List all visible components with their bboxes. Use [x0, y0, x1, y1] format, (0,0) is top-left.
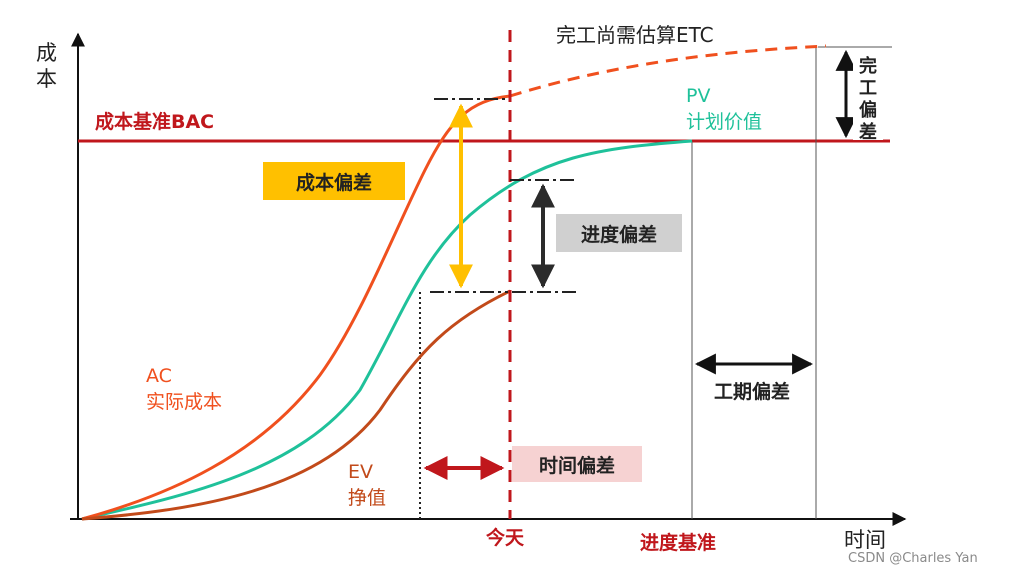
today-label: 今天	[485, 526, 525, 549]
watermark: CSDN @Charles Yan	[848, 551, 978, 566]
bac-label: 成本基准BAC	[95, 110, 214, 133]
completion-variance-char-3: 偏	[859, 99, 877, 121]
duration-variance-text: 工期偏差	[714, 380, 790, 403]
etc-curve	[509, 44, 827, 98]
x-axis-label: 时间	[844, 528, 886, 552]
ev-name-label: 挣值	[348, 487, 386, 509]
pv-code-label: PV	[686, 85, 710, 107]
schedule-variance-box-text: 进度偏差	[581, 223, 657, 246]
completion-variance-char-4: 差	[859, 121, 877, 143]
ev-code-label: EV	[348, 461, 373, 483]
pv-name-label: 计划价值	[686, 111, 762, 133]
completion-variance-box	[853, 50, 883, 140]
completion-variance-char-1: 完	[859, 55, 877, 77]
etc-label: 完工尚需估算ETC	[556, 23, 714, 47]
ac-name-label: 实际成本	[146, 391, 222, 413]
ac-curve	[81, 94, 511, 521]
cost-variance-box-text: 成本偏差	[296, 171, 372, 194]
schedule-baseline-label: 进度基准	[640, 531, 716, 554]
schedule-variance-box	[556, 214, 682, 252]
time-variance-box-text: 时间偏差	[539, 454, 615, 477]
y-axis-label-1: 成	[36, 41, 57, 65]
y-axis-label-2: 本	[36, 67, 57, 91]
completion-variance-char-2: 工	[859, 78, 877, 99]
ac-code-label: AC	[146, 365, 172, 387]
time-variance-box	[512, 446, 642, 482]
cost-variance-box	[263, 162, 405, 200]
ev-curve	[81, 289, 511, 521]
pv-curve	[81, 139, 693, 521]
